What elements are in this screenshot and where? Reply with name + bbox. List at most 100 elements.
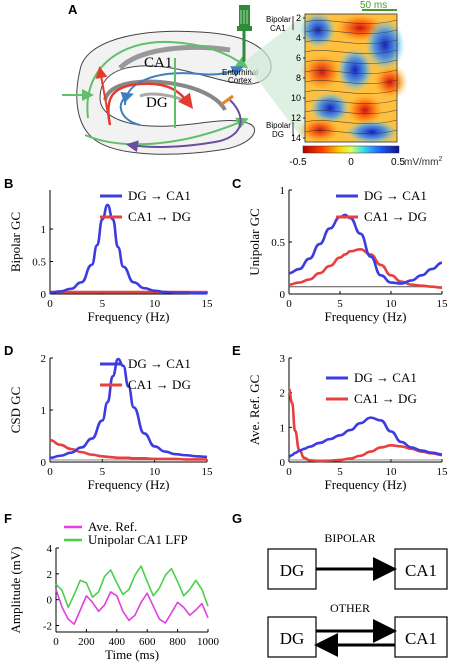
y-tick-label: 4 xyxy=(47,543,53,555)
label-bipolar-dg: Bipolar xyxy=(266,121,291,130)
depth-tick-label: 10 xyxy=(291,93,301,103)
panel-letter: C xyxy=(232,176,242,191)
y-tick-label: 0.5 xyxy=(271,237,285,249)
label-ca1: CA1 xyxy=(144,55,172,71)
x-tick-label: 800 xyxy=(169,636,186,648)
dg-box xyxy=(267,548,317,590)
y-tick-label: 0 xyxy=(41,289,47,301)
y-tick-label: 1 xyxy=(41,224,47,236)
depth-tick-label: 4 xyxy=(296,33,301,43)
label-dg: DG xyxy=(146,95,168,111)
y-axis-label: Ave. Ref. GC xyxy=(247,375,262,446)
series-line-2 xyxy=(288,247,443,290)
y-axis-label: CSD GC xyxy=(8,387,23,434)
x-tick-label: 600 xyxy=(139,636,156,648)
x-axis-label: Frequency (Hz) xyxy=(325,309,407,324)
x-tick-label: 200 xyxy=(78,636,95,648)
depth-tick-label: 2 xyxy=(296,13,301,23)
panel-letter: E xyxy=(232,343,241,358)
dg-box xyxy=(267,616,317,658)
x-axis-label: Frequency (Hz) xyxy=(88,477,170,492)
ca1-box xyxy=(394,616,448,658)
panel-a: A CA1 DG Entorhinal Cortex xyxy=(62,0,442,168)
legend-label: DG → CA1 xyxy=(354,370,417,385)
ca1-box-label: CA1 xyxy=(405,629,437,648)
dg-box-label: DG xyxy=(280,629,305,648)
series-line-2 xyxy=(55,565,209,609)
legend-label: CA1 → DG xyxy=(364,209,427,224)
x-axis-label: Time (ms) xyxy=(105,647,159,662)
x-tick-label: 5 xyxy=(100,298,106,310)
stimulus-bolt-icon xyxy=(221,94,234,106)
y-tick-label: 0 xyxy=(280,457,286,469)
colorbar-unit-sup: 2 xyxy=(438,156,442,163)
hippocampus-schematic: CA1 DG Entorhinal Cortex xyxy=(62,30,272,155)
x-tick-label: 10 xyxy=(386,298,398,310)
colorbar-tick: 0 xyxy=(348,157,354,168)
dg-box-label: DG xyxy=(280,561,305,580)
label-bipolar-ca1: Bipolar xyxy=(266,15,291,24)
label-entorhinal: Entorhinal xyxy=(222,68,258,77)
svg-text:mV/mm2: mV/mm2 xyxy=(404,156,442,168)
y-axis-label: Amplitude (mV) xyxy=(8,546,23,633)
legend-label: CA1 → DG xyxy=(128,377,191,392)
legend-label: DG → CA1 xyxy=(364,188,427,203)
y-tick-label: 2 xyxy=(47,569,53,581)
label-bipolar-dg-region: DG xyxy=(272,130,284,139)
series-line-1 xyxy=(49,203,207,295)
panel-letter-g: G xyxy=(232,511,242,526)
y-tick-label: -2 xyxy=(43,621,52,633)
chart-b: B 0 5 10 15 0 0.5 1 Frequency (Hz) Bipolar GC DG →… xyxy=(4,176,213,324)
x-tick-label: 5 xyxy=(100,466,106,478)
pathway-green xyxy=(86,40,249,119)
depth-tick-label: 8 xyxy=(296,73,301,83)
legend-label: CA1 → DG xyxy=(354,391,417,406)
y-tick-label: 1 xyxy=(280,422,286,434)
chart-d: D 0 5 10 15 0 1 2 Frequency (Hz) CSD GC DG → CA1 CA… xyxy=(4,343,213,492)
depth-axis: 2 4 6 8 10 12 14 xyxy=(291,13,305,143)
y-tick-label: 0 xyxy=(47,595,53,607)
panel-g: G BIPOLAR DG CA1 OTHER DG CA1 xyxy=(232,511,448,658)
y-tick-label: 3 xyxy=(280,353,286,365)
bipolar-diagram-title: BIPOLAR xyxy=(324,531,375,545)
depth-tick-label: 12 xyxy=(291,113,301,123)
pathway-blue xyxy=(124,66,244,106)
pathway-purple xyxy=(126,99,242,153)
y-axis-label: Unipolar GC xyxy=(247,208,262,276)
y-axis-label: Bipolar GC xyxy=(8,212,23,272)
x-tick-label: 10 xyxy=(386,466,398,478)
ca1-box xyxy=(394,548,448,590)
chart-e: E 0 5 10 15 0 1 2 3 Frequency (Hz) Ave. Ref. GC DG … xyxy=(232,343,448,492)
x-tick-label: 0 xyxy=(47,466,53,478)
legend-label: Unipolar CA1 LFP xyxy=(88,532,188,547)
depth-tick-label: 6 xyxy=(296,53,301,63)
panel-letter: F xyxy=(4,511,12,526)
x-axis-label: Frequency (Hz) xyxy=(88,309,170,324)
x-tick-label: 400 xyxy=(109,636,126,648)
chart-c: C 0 5 10 15 0 0.5 1 Frequency (Hz) Unipolar GC DG … xyxy=(232,176,448,324)
x-tick-label: 10 xyxy=(149,466,161,478)
colorbar-unit: mV/mm xyxy=(404,157,438,168)
y-tick-label: 2 xyxy=(280,388,286,400)
scale-bar-label: 50 ms xyxy=(360,0,387,11)
x-tick-label: 15 xyxy=(437,466,449,478)
legend-label: Ave. Ref. xyxy=(88,519,137,534)
csd-heatmap xyxy=(298,12,408,144)
x-tick-label: 0 xyxy=(286,298,292,310)
pathway-red xyxy=(107,82,194,126)
label-cortex: Cortex xyxy=(228,76,252,85)
panel-letter-a: A xyxy=(68,2,78,17)
y-tick-label: 1 xyxy=(41,405,47,417)
y-tick-label: 1 xyxy=(280,185,286,197)
legend-label: DG → CA1 xyxy=(128,188,191,203)
x-tick-label: 5 xyxy=(337,466,343,478)
colorbar xyxy=(302,145,400,154)
y-tick-label: 2 xyxy=(41,353,47,365)
series-line-1 xyxy=(49,357,208,460)
y-tick-label: 0 xyxy=(280,289,286,301)
x-tick-label: 0 xyxy=(47,298,53,310)
legend-label: CA1 → DG xyxy=(128,209,191,224)
